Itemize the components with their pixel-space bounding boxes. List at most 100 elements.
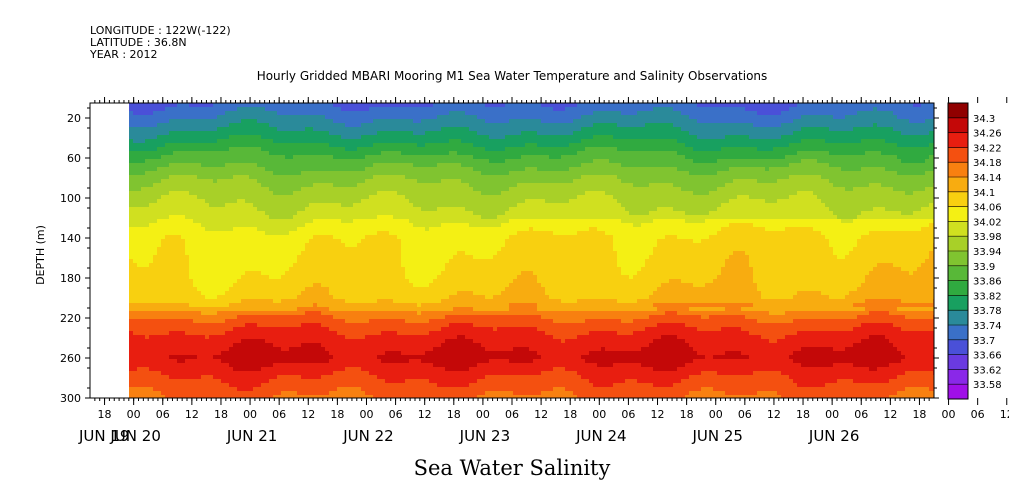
heatmap-cell: [249, 291, 253, 295]
heatmap-cell: [173, 155, 177, 159]
heatmap-cell: [317, 383, 321, 387]
heatmap-cell: [237, 295, 241, 299]
heatmap-cell: [269, 115, 273, 119]
heatmap-cell: [237, 387, 241, 391]
heatmap-cell: [269, 355, 273, 359]
heatmap-cell: [129, 139, 133, 143]
heatmap-cell: [217, 291, 221, 295]
heatmap-cell: [177, 159, 181, 163]
heatmap-cell: [133, 355, 137, 359]
heatmap-cell: [245, 263, 249, 267]
heatmap-cell: [385, 155, 389, 159]
heatmap-cell: [349, 199, 353, 203]
heatmap-cell: [229, 239, 233, 243]
heatmap-cell: [369, 307, 373, 311]
heatmap-cell: [141, 315, 145, 319]
heatmap-cell: [305, 155, 309, 159]
heatmap-cell: [201, 379, 205, 383]
heatmap-cell: [169, 323, 173, 327]
heatmap-cell: [293, 231, 297, 235]
heatmap-cell: [273, 235, 277, 239]
heatmap-cell: [261, 231, 265, 235]
heatmap-cell: [221, 131, 225, 135]
heatmap-cell: [141, 175, 145, 179]
heatmap-cell: [197, 211, 201, 215]
heatmap-cell: [325, 311, 329, 315]
heatmap-cell: [325, 267, 329, 271]
heatmap-cell: [241, 303, 245, 307]
heatmap-cell: [385, 215, 389, 219]
heatmap-cell: [345, 107, 349, 111]
heatmap-cell: [393, 211, 397, 215]
heatmap-cell: [149, 371, 153, 375]
heatmap-cell: [265, 191, 269, 195]
heatmap-cell: [169, 375, 173, 379]
heatmap-cell: [201, 179, 205, 183]
heatmap-cell: [149, 251, 153, 255]
heatmap-cell: [197, 167, 201, 171]
heatmap-cell: [257, 191, 261, 195]
heatmap-cell: [365, 131, 369, 135]
heatmap-cell: [313, 135, 317, 139]
heatmap-cell: [369, 183, 373, 187]
heatmap-cell: [325, 387, 329, 391]
heatmap-cell: [241, 267, 245, 271]
heatmap-cell: [197, 115, 201, 119]
heatmap-cell: [165, 171, 169, 175]
heatmap-cell: [229, 351, 233, 355]
heatmap-cell: [325, 343, 329, 347]
heatmap-cell: [305, 187, 309, 191]
heatmap-cell: [129, 135, 133, 139]
heatmap-cell: [229, 363, 233, 367]
heatmap-cell: [397, 235, 401, 239]
heatmap-cell: [161, 219, 165, 223]
heatmap-cell: [381, 383, 385, 387]
heatmap-cell: [137, 191, 141, 195]
heatmap-cell: [269, 131, 273, 135]
heatmap-cell: [325, 199, 329, 203]
heatmap-cell: [301, 179, 305, 183]
heatmap-cell: [165, 151, 169, 155]
heatmap-cell: [253, 359, 257, 363]
heatmap-cell: [329, 183, 333, 187]
heatmap-cell: [305, 351, 309, 355]
heatmap-cell: [369, 239, 373, 243]
heatmap-cell: [389, 347, 393, 351]
heatmap-cell: [149, 131, 153, 135]
heatmap-cell: [297, 179, 301, 183]
heatmap-cell: [209, 227, 213, 231]
heatmap-cell: [385, 323, 389, 327]
heatmap-cell: [129, 163, 133, 167]
heatmap-cell: [209, 219, 213, 223]
heatmap-cell: [257, 135, 261, 139]
heatmap-cell: [181, 187, 185, 191]
heatmap-cell: [233, 279, 237, 283]
heatmap-cell: [237, 275, 241, 279]
heatmap-cell: [377, 247, 381, 251]
heatmap-cell: [161, 199, 165, 203]
heatmap-cell: [137, 171, 141, 175]
heatmap-cell: [133, 107, 137, 111]
heatmap-cell: [177, 287, 181, 291]
heatmap-cell: [217, 159, 221, 163]
heatmap-cell: [393, 295, 397, 299]
heatmap-cell: [229, 203, 233, 207]
heatmap-cell: [305, 395, 309, 398]
heatmap-cell: [309, 215, 313, 219]
heatmap-cell: [265, 243, 269, 247]
heatmap-cell: [373, 311, 377, 315]
heatmap-cell: [297, 283, 301, 287]
heatmap-cell: [165, 159, 169, 163]
heatmap-cell: [177, 215, 181, 219]
heatmap-cell: [169, 359, 173, 363]
heatmap-cell: [241, 159, 245, 163]
heatmap-cell: [309, 143, 313, 147]
heatmap-cell: [349, 135, 353, 139]
heatmap-cell: [193, 155, 197, 159]
heatmap-cell: [285, 383, 289, 387]
heatmap-cell: [249, 215, 253, 219]
heatmap-cell: [305, 103, 309, 107]
heatmap-cell: [133, 119, 137, 123]
heatmap-cell: [357, 207, 361, 211]
heatmap-cell: [321, 295, 325, 299]
